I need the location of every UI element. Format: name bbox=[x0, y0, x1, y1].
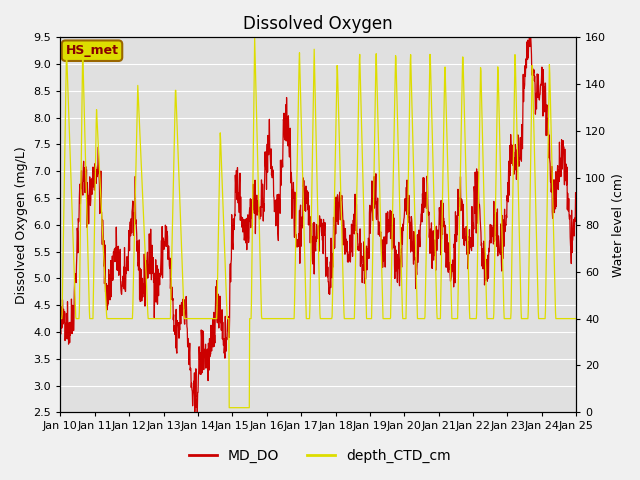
Title: Dissolved Oxygen: Dissolved Oxygen bbox=[243, 15, 393, 33]
Y-axis label: Water level (cm): Water level (cm) bbox=[612, 173, 625, 277]
Y-axis label: Dissolved Oxygen (mg/L): Dissolved Oxygen (mg/L) bbox=[15, 146, 28, 304]
Text: HS_met: HS_met bbox=[65, 44, 118, 57]
Legend: MD_DO, depth_CTD_cm: MD_DO, depth_CTD_cm bbox=[184, 443, 456, 468]
